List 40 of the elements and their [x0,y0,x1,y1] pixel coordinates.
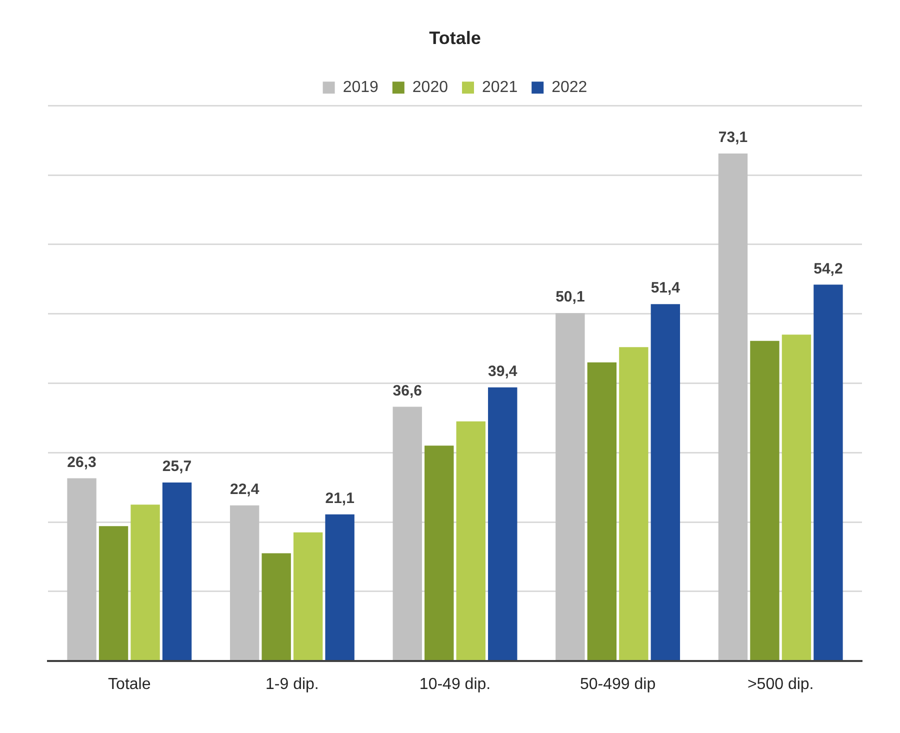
bar [814,284,843,660]
bar [130,504,160,660]
data-label: 39,4 [488,363,518,380]
bar [587,362,617,660]
bar [488,387,518,660]
data-label: 21,1 [325,490,354,508]
chart-title: Totale [429,28,481,48]
bar [98,526,128,660]
legend-label: 2020 [412,79,448,96]
bar [456,421,486,660]
legend-label: 2022 [552,79,588,96]
bar [718,153,748,660]
bar [325,514,354,660]
legend-label: 2019 [342,79,379,96]
data-label: 26,3 [67,454,96,471]
bar [782,334,812,660]
bar [67,478,96,660]
bar [162,482,192,660]
data-label: 50,1 [556,288,585,306]
x-tick-label: Totale [108,676,151,693]
data-label: 73,1 [718,129,748,146]
legend-label: 2021 [482,79,518,96]
bar [424,446,454,660]
data-label: 22,4 [230,480,260,498]
data-label: 54,2 [814,260,843,278]
x-tick-label: 1-9 dip. [266,676,319,693]
bar [556,313,585,660]
bar [392,406,422,660]
bar [230,505,260,660]
bar [262,553,291,660]
bar [619,347,648,660]
data-label: 36,6 [392,382,422,400]
bar [293,532,323,660]
bar [750,340,780,660]
data-label: 51,4 [650,280,681,297]
x-tick-label: >500 dip. [747,676,814,693]
bar [650,304,680,660]
x-tick-label: 50-499 dip [580,676,656,693]
data-label: 25,7 [162,458,192,476]
x-tick-label: 10-49 dip. [419,676,491,693]
